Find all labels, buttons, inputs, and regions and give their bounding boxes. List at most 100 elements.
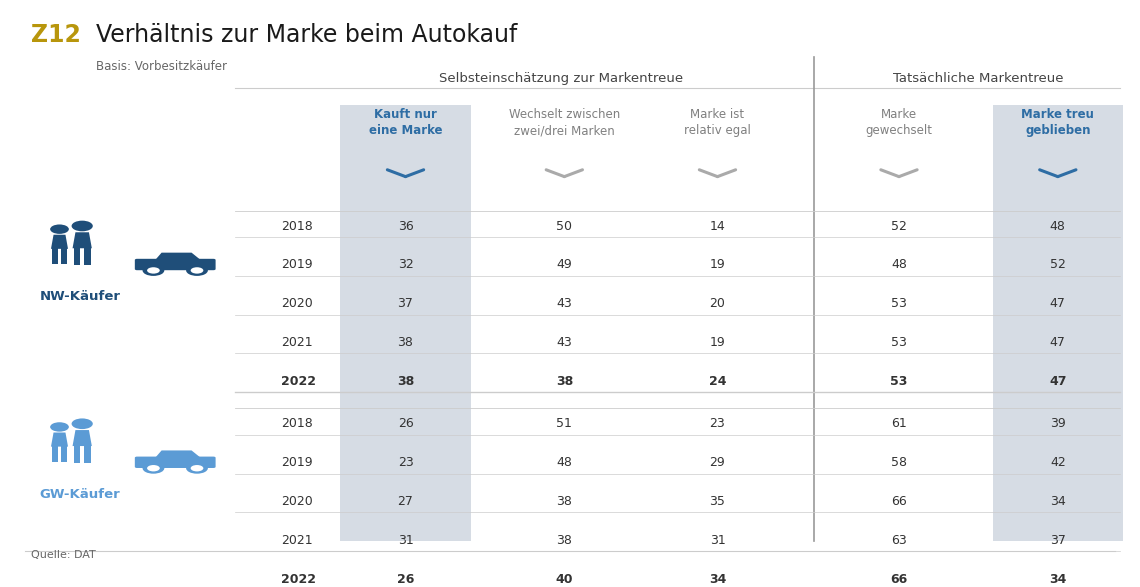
Text: 37: 37 [1050, 534, 1066, 546]
Text: 47: 47 [1049, 375, 1067, 388]
Bar [62, 446, 67, 461]
Text: 14: 14 [709, 220, 725, 232]
Text: 2021: 2021 [280, 534, 312, 546]
Text: 31: 31 [709, 534, 725, 546]
Text: 38: 38 [397, 375, 414, 388]
Text: 36: 36 [398, 220, 414, 232]
Polygon shape [51, 433, 68, 447]
Circle shape [72, 419, 92, 429]
Text: 38: 38 [556, 495, 572, 508]
Circle shape [72, 221, 92, 231]
Text: Marke treu
geblieben: Marke treu geblieben [1021, 108, 1094, 137]
Polygon shape [73, 430, 92, 446]
Text: 2020: 2020 [280, 297, 312, 310]
Bar [84, 444, 91, 463]
Polygon shape [73, 232, 92, 248]
Text: 63: 63 [891, 534, 906, 546]
Text: 52: 52 [1050, 258, 1066, 271]
Text: 24: 24 [709, 375, 726, 388]
Text: 37: 37 [398, 297, 414, 310]
Text: 40: 40 [555, 572, 573, 585]
Text: 48: 48 [891, 258, 907, 271]
Text: 2018: 2018 [280, 220, 312, 232]
Text: 47: 47 [1050, 297, 1066, 310]
Text: 42: 42 [1050, 456, 1066, 469]
Polygon shape [51, 235, 68, 249]
Text: Quelle: DAT: Quelle: DAT [31, 550, 96, 560]
Text: 2019: 2019 [280, 456, 312, 469]
Circle shape [142, 463, 164, 474]
Text: Basis: Vorbesitzkäufer: Basis: Vorbesitzkäufer [96, 60, 227, 73]
Text: 32: 32 [398, 258, 414, 271]
FancyBboxPatch shape [135, 259, 215, 270]
Text: Tatsächliche Markentreue: Tatsächliche Markentreue [893, 72, 1064, 86]
Text: 34: 34 [709, 572, 726, 585]
Text: 2020: 2020 [280, 495, 312, 508]
Bar [73, 247, 80, 265]
Circle shape [186, 463, 207, 474]
Text: Marke ist
relativ egal: Marke ist relativ egal [684, 108, 751, 137]
Text: 53: 53 [890, 375, 907, 388]
Text: 27: 27 [398, 495, 414, 508]
Text: 38: 38 [556, 534, 572, 546]
Text: Wechselt zwischen
zwei/drei Marken: Wechselt zwischen zwei/drei Marken [508, 108, 620, 137]
Polygon shape [155, 252, 201, 260]
Text: 26: 26 [397, 572, 414, 585]
Text: 61: 61 [891, 417, 906, 430]
Text: 2022: 2022 [280, 572, 316, 585]
Text: 34: 34 [1050, 495, 1066, 508]
Text: 48: 48 [1050, 220, 1066, 232]
Text: 53: 53 [891, 336, 907, 349]
Bar [73, 444, 80, 463]
Text: Z12: Z12 [31, 23, 81, 47]
Circle shape [142, 265, 164, 276]
Bar [51, 248, 58, 264]
Bar [62, 248, 67, 264]
Text: 31: 31 [398, 534, 414, 546]
Text: 26: 26 [398, 417, 414, 430]
Text: 43: 43 [556, 297, 572, 310]
Text: 66: 66 [891, 495, 906, 508]
Text: 19: 19 [709, 258, 725, 271]
Text: 47: 47 [1050, 336, 1066, 349]
Bar [84, 247, 91, 265]
Bar [340, 106, 471, 541]
Text: 49: 49 [556, 258, 572, 271]
Text: NW-Käufer: NW-Käufer [40, 291, 121, 303]
Text: 38: 38 [398, 336, 414, 349]
Text: 52: 52 [891, 220, 907, 232]
Text: 53: 53 [891, 297, 907, 310]
Circle shape [190, 267, 203, 274]
Circle shape [50, 224, 68, 234]
Circle shape [186, 265, 207, 276]
Text: 29: 29 [709, 456, 725, 469]
Text: 35: 35 [709, 495, 725, 508]
Text: 20: 20 [709, 297, 725, 310]
Text: 66: 66 [890, 572, 907, 585]
Circle shape [147, 465, 160, 471]
Circle shape [50, 422, 68, 431]
Text: 23: 23 [709, 417, 725, 430]
Text: 34: 34 [1049, 572, 1067, 585]
Text: 38: 38 [555, 375, 573, 388]
Bar [51, 446, 58, 461]
Text: Verhältnis zur Marke beim Autokauf: Verhältnis zur Marke beim Autokauf [96, 23, 518, 47]
Text: Marke
gewechselt: Marke gewechselt [865, 108, 933, 137]
Text: 23: 23 [398, 456, 414, 469]
Text: 19: 19 [709, 336, 725, 349]
Text: 58: 58 [891, 456, 907, 469]
Circle shape [190, 465, 203, 471]
Text: 51: 51 [556, 417, 572, 430]
Text: 43: 43 [556, 336, 572, 349]
Text: GW-Käufer: GW-Käufer [40, 488, 121, 501]
Polygon shape [155, 450, 201, 458]
Text: Selbsteinschätzung zur Markentreue: Selbsteinschätzung zur Markentreue [439, 72, 684, 86]
FancyBboxPatch shape [135, 457, 215, 468]
Text: Kauft nur
eine Marke: Kauft nur eine Marke [368, 108, 442, 137]
Text: 2019: 2019 [280, 258, 312, 271]
Circle shape [147, 267, 160, 274]
Text: 48: 48 [556, 456, 572, 469]
Bar [993, 106, 1123, 541]
Text: 2021: 2021 [280, 336, 312, 349]
Text: 39: 39 [1050, 417, 1066, 430]
